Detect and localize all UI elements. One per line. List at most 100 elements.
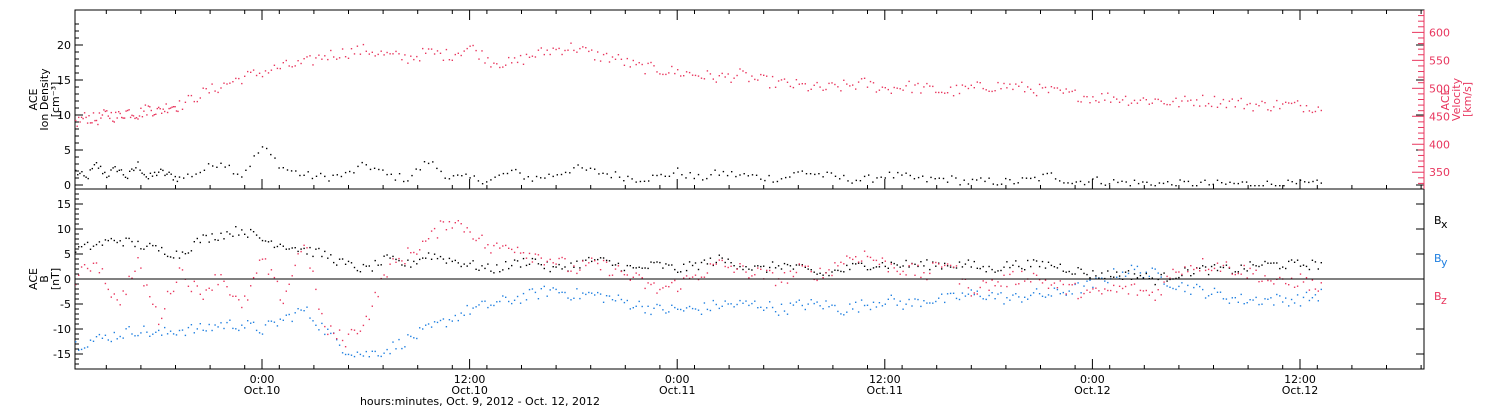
- velocity-point: [967, 87, 970, 90]
- density-point: [122, 174, 125, 176]
- by-point: [757, 307, 759, 309]
- density-point: [639, 180, 642, 183]
- density-point: [203, 169, 206, 171]
- density-point: [1108, 183, 1111, 185]
- bx-point: [1213, 264, 1216, 266]
- bz-point: [1175, 271, 1177, 273]
- bx-point: [505, 261, 507, 263]
- velocity-point: [552, 47, 554, 49]
- velocity-point: [795, 79, 798, 81]
- by-point: [374, 350, 376, 353]
- bz-point: [1216, 262, 1219, 264]
- velocity-point: [344, 56, 347, 58]
- bz-point: [1317, 290, 1319, 292]
- bx-point: [353, 266, 356, 269]
- by-point: [1003, 303, 1005, 305]
- by-point: [733, 306, 735, 308]
- by-point: [742, 302, 744, 304]
- bx-point: [1240, 264, 1242, 266]
- bz-point: [769, 269, 771, 272]
- bz-point: [1053, 282, 1056, 284]
- velocity-point: [1098, 101, 1100, 103]
- velocity-point: [573, 49, 575, 52]
- bx-point: [371, 270, 373, 272]
- by-point: [398, 338, 400, 341]
- velocity-point: [174, 106, 176, 108]
- velocity-point: [312, 64, 314, 66]
- density-point: [888, 171, 891, 173]
- by-point: [730, 303, 732, 305]
- by-point: [795, 301, 798, 303]
- bx-point: [451, 260, 453, 263]
- velocity-point: [766, 75, 768, 77]
- velocity-point: [371, 51, 373, 53]
- by-point: [1270, 297, 1272, 299]
- velocity-point: [164, 110, 166, 113]
- bz-point: [1169, 277, 1171, 279]
- by-point: [98, 333, 101, 336]
- by-point: [727, 303, 729, 305]
- bz-point: [377, 295, 379, 298]
- by-point: [662, 309, 664, 311]
- velocity-point: [614, 58, 617, 60]
- density-point: [1021, 177, 1024, 179]
- bz-point: [427, 238, 430, 240]
- bz-point: [419, 249, 421, 251]
- density-point: [1304, 181, 1306, 183]
- velocity-point: [712, 78, 714, 80]
- bx-point: [899, 266, 901, 268]
- by-point: [493, 304, 495, 307]
- bz-point: [668, 286, 670, 288]
- density-point: [75, 169, 77, 172]
- bx-point: [75, 251, 77, 253]
- by-point: [484, 300, 486, 302]
- density-point: [1179, 179, 1181, 181]
- velocity-point: [742, 70, 744, 72]
- density-point: [976, 179, 978, 181]
- by-point: [1175, 288, 1177, 291]
- velocity-point: [235, 77, 237, 80]
- bx-point: [211, 233, 213, 235]
- by-point: [1207, 295, 1210, 297]
- density-point: [731, 171, 733, 173]
- bz-point: [733, 271, 735, 273]
- velocity-point: [706, 70, 709, 72]
- bz-point: [840, 261, 842, 263]
- by-point: [107, 339, 109, 341]
- bx-point: [783, 262, 786, 265]
- bz-point: [605, 261, 608, 263]
- bx-point: [929, 268, 931, 271]
- velocity-point: [238, 77, 240, 80]
- by-point: [1305, 291, 1308, 294]
- bx-point: [291, 247, 293, 249]
- bx-point: [128, 237, 130, 240]
- velocity-point: [745, 72, 747, 74]
- bx-point: [1184, 267, 1186, 269]
- bz-point: [169, 292, 172, 295]
- by-point: [804, 308, 806, 311]
- velocity-point: [217, 91, 219, 94]
- velocity-point: [774, 86, 777, 88]
- velocity-point: [944, 92, 946, 94]
- velocity-point: [949, 86, 952, 88]
- density-point: [1009, 179, 1011, 181]
- bz-point: [312, 270, 314, 272]
- bz-point: [677, 290, 679, 293]
- by-point: [777, 314, 780, 316]
- velocity-point: [638, 62, 640, 64]
- velocity-point: [780, 79, 783, 81]
- density-point: [1171, 184, 1173, 186]
- bx-point: [1062, 270, 1064, 272]
- by-point: [152, 333, 154, 335]
- by-point: [164, 326, 166, 329]
- by-point: [582, 292, 584, 294]
- density-point: [349, 170, 351, 173]
- velocity-point: [938, 91, 940, 94]
- by-point: [694, 308, 697, 310]
- velocity-point: [1166, 103, 1168, 106]
- density-point: [963, 179, 965, 181]
- velocity-point: [282, 62, 284, 64]
- by-point: [365, 350, 367, 353]
- by-point: [926, 302, 928, 304]
- density-point: [1042, 173, 1044, 176]
